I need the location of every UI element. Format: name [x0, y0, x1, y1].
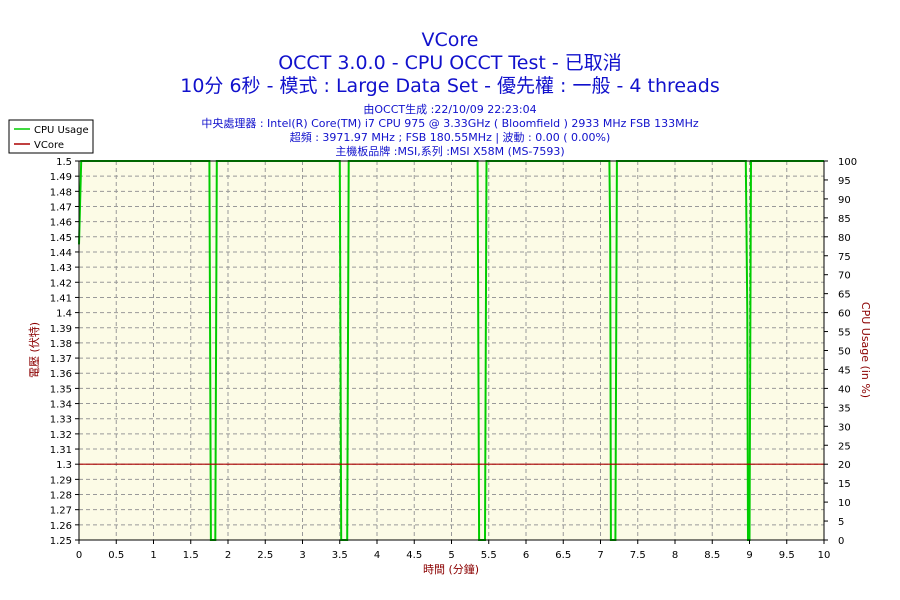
- y-right-tick-label: 15: [838, 479, 851, 490]
- y-left-tick-label: 1.42: [50, 278, 72, 289]
- y-left-tick-label: 1.26: [50, 521, 72, 532]
- x-tick-label: 9: [746, 550, 752, 561]
- x-tick-label: 4: [374, 550, 380, 561]
- x-tick-label: 10: [818, 550, 831, 561]
- y-left-tick-label: 1.49: [50, 172, 72, 183]
- y-left-tick-label: 1.25: [50, 536, 72, 547]
- info-line-motherboard: 主機板品牌 :MSI,系列 :MSI X58M (MS-7593): [335, 144, 564, 158]
- axis-ticks: 0 0.5 1 1.5 2 2.5 3 3.5 4 4.5 5 5.5 6 6.5 7 7.5 8 8.5 9 9.5…: [50, 157, 857, 561]
- y-right-tick-label: 35: [838, 403, 851, 414]
- y-left-tick-label: 1.31: [50, 445, 72, 456]
- y-left-tick-label: 1.48: [50, 187, 72, 198]
- x-tick-label: 0: [76, 550, 82, 561]
- x-tick-label: 5.5: [481, 550, 497, 561]
- y-right-tick-label: 95: [838, 176, 851, 187]
- y-right-tick-label: 5: [838, 517, 844, 528]
- y-left-tick-label: 1.33: [50, 415, 72, 426]
- x-tick-label: 7.5: [630, 550, 646, 561]
- x-tick-label: 3: [299, 550, 305, 561]
- x-tick-label: 4.5: [406, 550, 422, 561]
- y-right-tick-label: 20: [838, 460, 851, 471]
- y-left-axis-label: 電壓 (伏特): [27, 322, 41, 378]
- y-left-tick-label: 1.44: [50, 248, 72, 259]
- y-right-tick-label: 90: [838, 195, 851, 206]
- y-left-tick-label: 1.39: [50, 324, 72, 335]
- y-right-tick-label: 25: [838, 441, 851, 452]
- x-tick-label: 6: [523, 550, 529, 561]
- y-left-tick-label: 1.28: [50, 491, 72, 502]
- y-left-tick-label: 1.29: [50, 475, 72, 486]
- y-right-tick-label: 80: [838, 233, 851, 244]
- y-right-tick-label: 50: [838, 347, 851, 358]
- x-tick-label: 1: [150, 550, 156, 561]
- x-tick-label: 3.5: [332, 550, 348, 561]
- chart-subtitle-1: OCCT 3.0.0 - CPU OCCT Test - 已取消: [278, 52, 622, 74]
- grid-lines: [79, 161, 824, 540]
- y-right-tick-label: 75: [838, 252, 851, 263]
- legend: CPU Usage VCore: [8, 119, 94, 154]
- y-left-tick-label: 1.47: [50, 202, 72, 213]
- y-right-tick-label: 85: [838, 214, 851, 225]
- x-axis-label: 時間 (分鐘): [423, 562, 479, 576]
- y-left-tick-label: 1.3: [56, 460, 72, 471]
- y-left-tick-label: 1.32: [50, 430, 72, 441]
- y-right-tick-label: 45: [838, 365, 851, 376]
- legend-box: [8, 119, 94, 154]
- info-line-cpu: 中央處理器 : Intel(R) Core(TM) i7 CPU 975 @ 3…: [201, 116, 699, 130]
- y-right-tick-label: 60: [838, 309, 851, 320]
- x-tick-label: 2: [225, 550, 231, 561]
- y-left-tick-label: 1.41: [50, 293, 72, 304]
- x-tick-label: 8.5: [704, 550, 720, 561]
- info-line-overclock: 超頻 : 3971.97 MHz ; FSB 180.55MHz | 波動 : …: [290, 130, 611, 144]
- y-left-tick-label: 1.37: [50, 354, 72, 365]
- x-tick-label: 0.5: [108, 550, 124, 561]
- y-right-tick-label: 100: [838, 157, 857, 168]
- y-right-tick-label: 40: [838, 384, 851, 395]
- info-line-generated: 由OCCT生成 :22/10/09 22:23:04: [363, 102, 536, 116]
- y-right-tick-label: 55: [838, 328, 851, 339]
- x-tick-label: 5: [448, 550, 454, 561]
- y-right-tick-label: 10: [838, 498, 851, 509]
- y-right-tick-label: 30: [838, 422, 851, 433]
- y-right-axis-label: CPU Usage (in %): [859, 302, 872, 398]
- x-tick-label: 6.5: [555, 550, 571, 561]
- chart-subtitle-2: 10分 6秒 - 模式 : Large Data Set - 優先權 : 一般 …: [180, 75, 719, 97]
- x-tick-label: 9.5: [779, 550, 795, 561]
- y-right-tick-label: 0: [838, 536, 844, 547]
- y-left-tick-label: 1.5: [56, 157, 72, 168]
- y-left-tick-label: 1.38: [50, 339, 72, 350]
- y-left-tick-label: 1.4: [56, 309, 72, 320]
- y-left-tick-label: 1.43: [50, 263, 72, 274]
- legend-label-cpu-usage: CPU Usage: [34, 125, 89, 136]
- y-left-tick-label: 1.45: [50, 233, 72, 244]
- legend-label-vcore: VCore: [34, 140, 64, 151]
- y-left-tick-label: 1.34: [50, 400, 72, 411]
- y-left-tick-label: 1.27: [50, 506, 72, 517]
- x-tick-label: 1.5: [183, 550, 199, 561]
- y-left-tick-label: 1.46: [50, 218, 72, 229]
- chart-title: VCore: [422, 29, 479, 51]
- y-left-tick-label: 1.35: [50, 384, 72, 395]
- y-right-tick-label: 65: [838, 290, 851, 301]
- y-right-tick-label: 70: [838, 271, 851, 282]
- x-tick-label: 8: [672, 550, 678, 561]
- x-tick-label: 2.5: [257, 550, 273, 561]
- x-tick-label: 7: [597, 550, 603, 561]
- y-left-tick-label: 1.36: [50, 369, 72, 380]
